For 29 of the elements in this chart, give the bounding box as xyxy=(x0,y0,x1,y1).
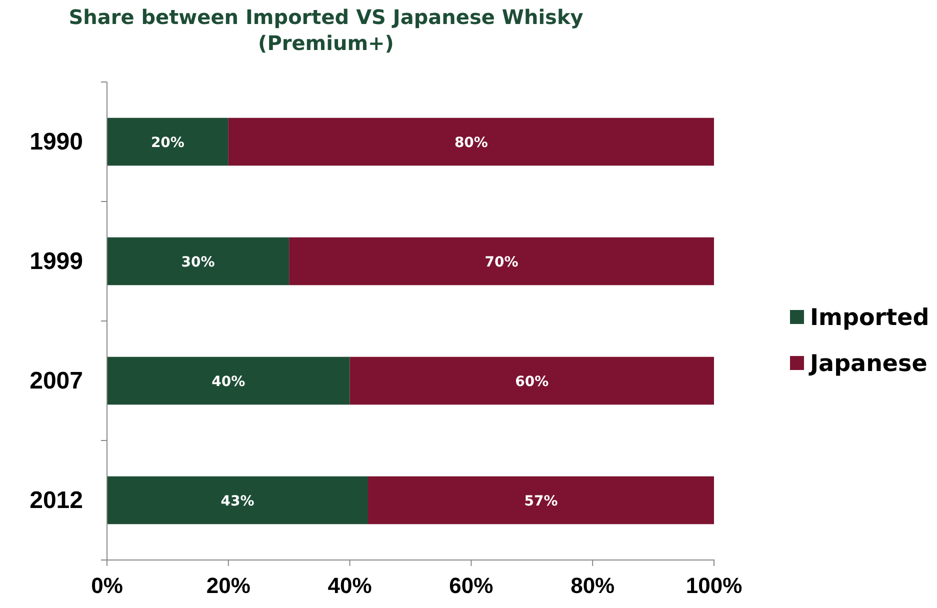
bar xyxy=(289,237,714,286)
y-tick-label: 2007 xyxy=(30,367,83,394)
data-label: 70% xyxy=(484,254,518,270)
y-tick-label: 2012 xyxy=(30,486,83,514)
bar xyxy=(107,476,368,524)
x-tick-label: 100% xyxy=(686,573,742,598)
bar xyxy=(107,118,228,166)
data-label: 20% xyxy=(150,134,184,151)
data-label: 43% xyxy=(220,493,254,510)
x-tick-label: 40% xyxy=(328,573,372,598)
data-label: 60% xyxy=(515,374,549,390)
chart-title: Share between Imported VS Japanese Whisky (Premium+) xyxy=(68,5,584,55)
x-tick-label: 0% xyxy=(91,573,123,598)
x-tick-label: 60% xyxy=(449,573,494,598)
x-tick-label: 80% xyxy=(570,573,615,598)
data-label: 57% xyxy=(524,493,558,510)
legend-label: Japanese xyxy=(808,351,928,377)
y-tick-label: 1990 xyxy=(30,128,83,156)
bar xyxy=(107,356,350,405)
bar xyxy=(107,237,290,286)
bar xyxy=(228,118,714,166)
legend-label: Imported xyxy=(810,305,930,331)
data-label: 80% xyxy=(454,134,488,151)
bar xyxy=(368,476,714,524)
bar xyxy=(350,356,714,405)
data-label: 30% xyxy=(181,254,215,270)
data-label: 40% xyxy=(212,374,246,390)
y-tick-label: 1999 xyxy=(30,248,83,275)
x-tick-label: 20% xyxy=(206,573,250,598)
